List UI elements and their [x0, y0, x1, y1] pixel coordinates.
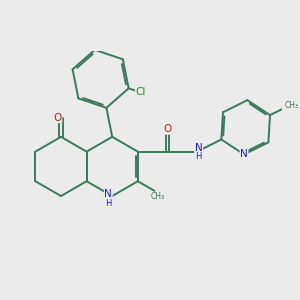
- Text: CH₃: CH₃: [285, 101, 299, 110]
- Text: H: H: [105, 199, 112, 208]
- Text: Cl: Cl: [136, 87, 146, 97]
- Text: N: N: [240, 149, 248, 160]
- Text: H: H: [196, 152, 202, 161]
- Text: O: O: [163, 124, 172, 134]
- Text: N: N: [104, 189, 112, 200]
- Text: N: N: [195, 143, 203, 153]
- Text: O: O: [54, 112, 62, 123]
- Text: CH₃: CH₃: [151, 192, 165, 201]
